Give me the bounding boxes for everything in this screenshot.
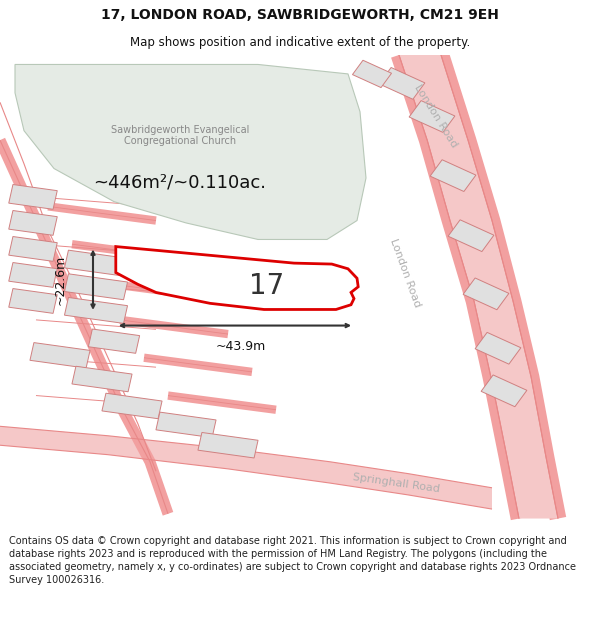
- Polygon shape: [156, 412, 216, 437]
- Polygon shape: [9, 211, 57, 235]
- Polygon shape: [481, 375, 527, 407]
- Polygon shape: [116, 247, 358, 309]
- Polygon shape: [9, 236, 57, 261]
- Polygon shape: [379, 68, 425, 99]
- Text: ~43.9m: ~43.9m: [216, 341, 266, 353]
- Polygon shape: [463, 278, 509, 310]
- Text: ~22.6m: ~22.6m: [53, 254, 67, 305]
- Polygon shape: [448, 220, 494, 252]
- Polygon shape: [475, 332, 521, 364]
- Text: 17: 17: [250, 272, 284, 300]
- Polygon shape: [88, 329, 140, 353]
- Polygon shape: [430, 160, 476, 191]
- Text: Springhall Road: Springhall Road: [352, 472, 440, 494]
- Text: Sawbridgeworth Evangelical
Congregational Church: Sawbridgeworth Evangelical Congregationa…: [111, 124, 249, 146]
- Text: 17, LONDON ROAD, SAWBRIDGEWORTH, CM21 9EH: 17, LONDON ROAD, SAWBRIDGEWORTH, CM21 9E…: [101, 8, 499, 22]
- Polygon shape: [352, 60, 392, 88]
- Text: London Road: London Road: [413, 83, 460, 150]
- Polygon shape: [72, 366, 132, 392]
- Text: London Road: London Road: [388, 237, 422, 308]
- Polygon shape: [30, 342, 90, 368]
- Polygon shape: [0, 426, 492, 509]
- Text: ~446m²/~0.110ac.: ~446m²/~0.110ac.: [94, 174, 266, 192]
- Polygon shape: [399, 55, 558, 519]
- Polygon shape: [64, 250, 128, 276]
- Polygon shape: [9, 262, 57, 288]
- Polygon shape: [9, 184, 57, 209]
- Polygon shape: [15, 64, 366, 239]
- Polygon shape: [409, 101, 455, 132]
- Polygon shape: [9, 289, 57, 313]
- Polygon shape: [64, 298, 128, 323]
- Text: Contains OS data © Crown copyright and database right 2021. This information is : Contains OS data © Crown copyright and d…: [9, 536, 576, 586]
- Polygon shape: [64, 274, 128, 300]
- Polygon shape: [198, 432, 258, 458]
- Text: Map shows position and indicative extent of the property.: Map shows position and indicative extent…: [130, 36, 470, 49]
- Polygon shape: [102, 393, 162, 419]
